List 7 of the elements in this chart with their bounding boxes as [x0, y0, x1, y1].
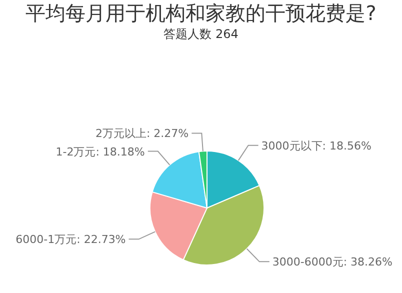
chart-subtitle: 答题人数 264 [164, 27, 238, 41]
slice-label: 3000-6000元: 38.26% [272, 256, 393, 269]
slice-label: 1-2万元: 18.18% [56, 145, 145, 158]
slice-label: 6000-1万元: 22.73% [16, 233, 126, 246]
chart-title: 平均每月用于机构和家教的干预花费是? [26, 1, 376, 25]
slice-label: 2万元以上: 2.27% [96, 127, 189, 140]
slice-label: 3000元以下: 18.56% [261, 139, 372, 152]
